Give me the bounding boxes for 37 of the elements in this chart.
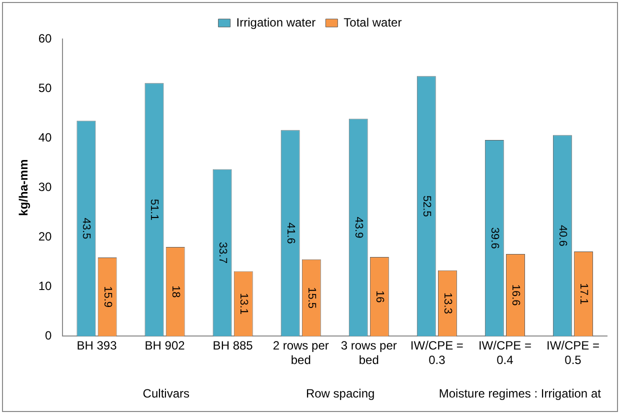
text: Cultivars: [142, 386, 190, 401]
data-label: 51.1: [148, 198, 160, 220]
data-label: 39.6: [488, 227, 500, 249]
text: Row spacing: [306, 386, 375, 401]
x-tick-label: 3 rows per bed: [340, 338, 397, 368]
data-label: 17.1: [578, 283, 590, 305]
data-label: 18: [169, 285, 182, 298]
y-tick-label: 50: [38, 80, 52, 95]
y-tick-label: 60: [38, 31, 52, 46]
x-tick-label: BH 393: [76, 338, 118, 353]
y-tick-label: 20: [38, 229, 52, 244]
data-label: 33.7: [216, 242, 228, 264]
data-label: 15.5: [305, 287, 318, 309]
y-tick-label: 40: [38, 130, 52, 144]
data-label: 13.1: [237, 293, 250, 314]
text: Moisture regimes : Irrigation at: [438, 386, 602, 401]
x-tick-label: IW/CPE = 0.5: [546, 338, 600, 368]
data-label: 16: [373, 290, 386, 303]
x-tick-label: IW/CPE = 0.3: [410, 338, 464, 368]
data-label: 15.9: [101, 286, 114, 308]
x-tick-label: 2 rows per bed: [272, 338, 329, 368]
y-tick-label: 10: [38, 278, 52, 293]
y-axis-title: kg/ha-mm: [16, 159, 31, 216]
x-tick-label: IW/CPE = 0.4: [478, 338, 532, 368]
data-label: 16.6: [509, 284, 522, 306]
legend-label: Total water: [344, 15, 402, 30]
data-label: 40.6: [556, 224, 568, 246]
y-tick-label: 30: [38, 180, 52, 194]
x-tick-label: BH 902: [144, 338, 186, 353]
legend-label: Irrigation water: [236, 15, 316, 30]
x-tick-label: BH 885: [212, 338, 254, 353]
data-label: 41.6: [284, 222, 296, 244]
data-label: 43.5: [80, 218, 92, 240]
data-label: 52.5: [420, 195, 432, 217]
data-label: 13.3: [441, 292, 454, 314]
y-tick-label: 0: [45, 328, 52, 343]
data-label: 43.9: [352, 216, 364, 238]
